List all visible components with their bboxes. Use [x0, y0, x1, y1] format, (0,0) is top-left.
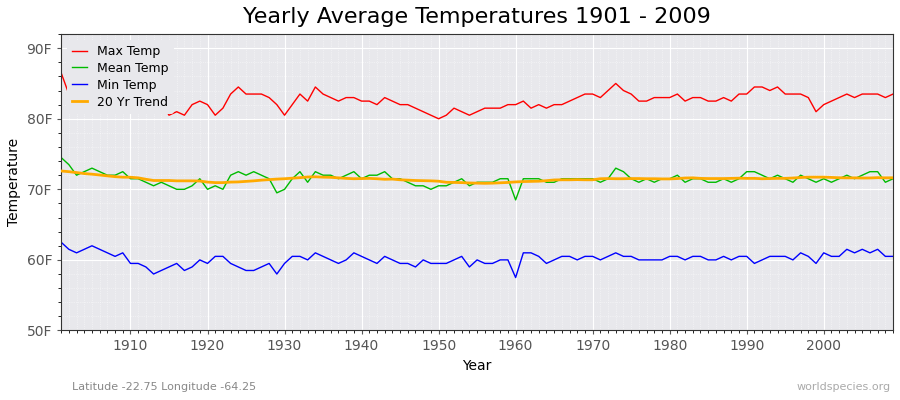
Max Temp — [518, 99, 528, 104]
Max Temp — [433, 116, 444, 121]
20 Yr Trend — [56, 168, 67, 173]
Mean Temp — [510, 198, 521, 202]
Max Temp — [610, 81, 621, 86]
20 Yr Trend — [480, 181, 491, 186]
20 Yr Trend — [287, 176, 298, 181]
Mean Temp — [610, 166, 621, 170]
Mean Temp — [502, 176, 513, 181]
20 Yr Trend — [610, 176, 621, 181]
20 Yr Trend — [510, 180, 521, 184]
Min Temp — [887, 254, 898, 259]
Text: worldspecies.org: worldspecies.org — [796, 382, 891, 392]
Min Temp — [287, 254, 298, 259]
Max Temp — [887, 92, 898, 96]
Mean Temp — [117, 169, 128, 174]
Mean Temp — [333, 176, 344, 181]
Min Temp — [610, 250, 621, 255]
Max Temp — [117, 99, 128, 104]
X-axis label: Year: Year — [463, 359, 491, 373]
20 Yr Trend — [518, 179, 528, 184]
Max Temp — [287, 102, 298, 107]
20 Yr Trend — [117, 175, 128, 180]
Mean Temp — [518, 176, 528, 181]
Min Temp — [333, 261, 344, 266]
Y-axis label: Temperature: Temperature — [7, 138, 21, 226]
20 Yr Trend — [333, 176, 344, 180]
Line: Min Temp: Min Temp — [61, 242, 893, 278]
Mean Temp — [287, 176, 298, 181]
Max Temp — [510, 102, 521, 107]
Min Temp — [510, 275, 521, 280]
Line: Mean Temp: Mean Temp — [61, 158, 893, 200]
Title: Yearly Average Temperatures 1901 - 2009: Yearly Average Temperatures 1901 - 2009 — [243, 7, 711, 27]
Mean Temp — [56, 155, 67, 160]
Min Temp — [502, 258, 513, 262]
Min Temp — [518, 250, 528, 255]
Line: 20 Yr Trend: 20 Yr Trend — [61, 171, 893, 183]
Min Temp — [56, 240, 67, 245]
Legend: Max Temp, Mean Temp, Min Temp, 20 Yr Trend: Max Temp, Mean Temp, Min Temp, 20 Yr Tre… — [68, 40, 174, 114]
20 Yr Trend — [887, 175, 898, 180]
Min Temp — [117, 250, 128, 255]
Max Temp — [333, 99, 344, 104]
Max Temp — [56, 70, 67, 75]
Line: Max Temp: Max Temp — [61, 73, 893, 119]
Text: Latitude -22.75 Longitude -64.25: Latitude -22.75 Longitude -64.25 — [72, 382, 256, 392]
Mean Temp — [887, 176, 898, 181]
